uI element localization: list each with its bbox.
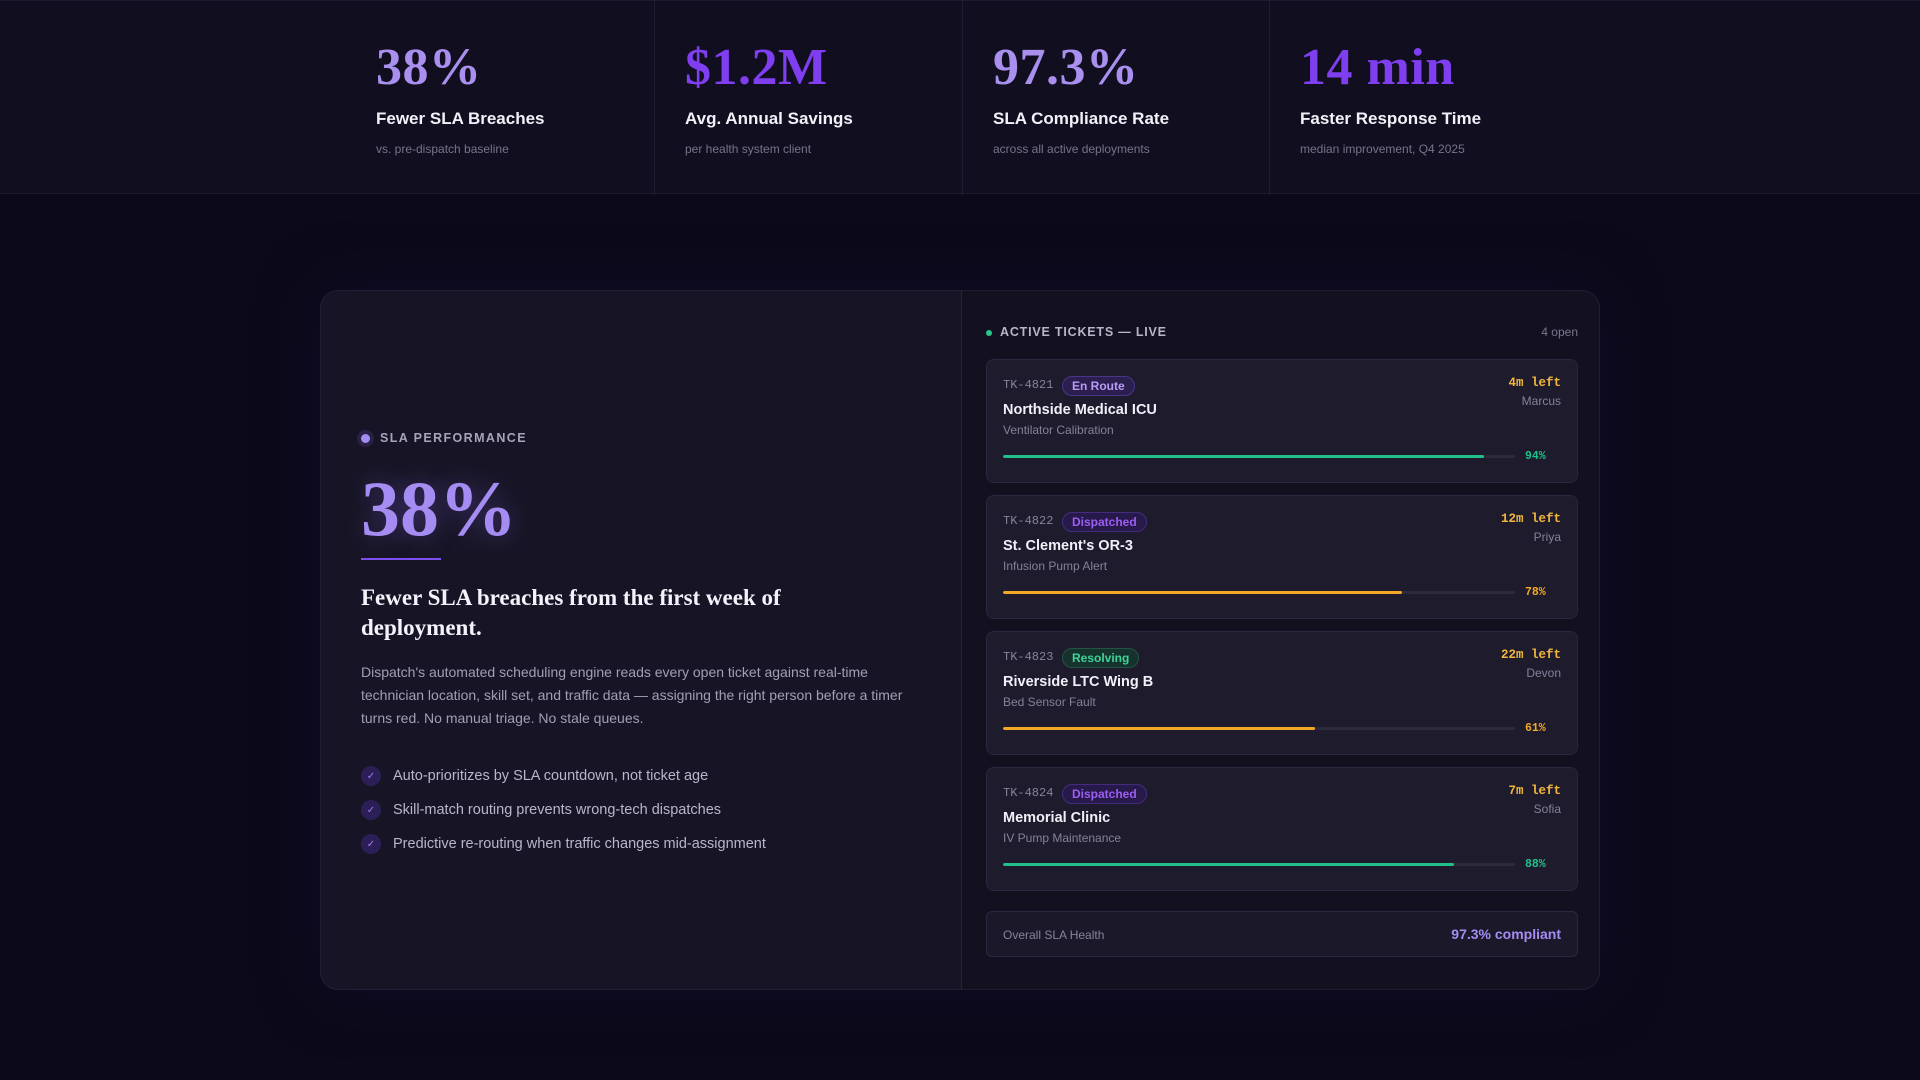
assigned-technician: Priya bbox=[1533, 530, 1561, 544]
eyebrow-text: SLA PERFORMANCE bbox=[380, 431, 527, 445]
progress-percent: 88% bbox=[1525, 858, 1546, 871]
check-icon: ✓ bbox=[361, 800, 381, 820]
ticket-facility: St. Clement's OR-3 bbox=[1003, 538, 1133, 554]
stats-bar: 38% Fewer SLA Breaches vs. pre-dispatch … bbox=[0, 0, 1920, 195]
benefit-list: ✓ Auto-prioritizes by SLA countdown, not… bbox=[361, 759, 766, 861]
check-icon: ✓ bbox=[361, 834, 381, 854]
progress-fill bbox=[1003, 591, 1403, 594]
stat-sub: across all active deployments bbox=[993, 142, 1150, 156]
progress-percent: 94% bbox=[1525, 450, 1546, 463]
check-icon: ✓ bbox=[361, 766, 381, 786]
health-label: Overall SLA Health bbox=[1003, 928, 1105, 942]
ticket-id: TK-4822 bbox=[1003, 514, 1054, 528]
stat-sla-breaches: 38% Fewer SLA Breaches vs. pre-dispatch … bbox=[346, 1, 654, 195]
accent-underline bbox=[361, 558, 441, 560]
stat-value: $1.2M bbox=[685, 39, 828, 96]
ticket-card[interactable]: TK-4824 Dispatched Memorial Clinic IV Pu… bbox=[986, 767, 1578, 891]
stat-sub: median improvement, Q4 2025 bbox=[1300, 142, 1465, 156]
time-remaining: 22m left bbox=[1500, 648, 1561, 662]
ticket-id: TK-4824 bbox=[1003, 786, 1054, 800]
progress-percent: 61% bbox=[1525, 722, 1546, 735]
progress-percent: 78% bbox=[1525, 586, 1546, 599]
stat-label: Faster Response Time bbox=[1300, 109, 1482, 128]
performance-headline: Fewer SLA breaches from the first week o… bbox=[361, 585, 781, 640]
progress-fill bbox=[1003, 727, 1316, 730]
sla-performance-panel: SLA PERFORMANCE 38% Fewer SLA breaches f… bbox=[320, 290, 1600, 990]
ticket-issue: Ventilator Calibration bbox=[1003, 423, 1114, 437]
performance-big-value: 38% bbox=[361, 465, 517, 552]
progress-fill bbox=[1003, 863, 1454, 866]
active-tickets-panel: ACTIVE TICKETS — LIVE 4 open TK-4821 En … bbox=[961, 291, 1599, 989]
benefit-text: Auto-prioritizes by SLA countdown, not t… bbox=[393, 768, 709, 784]
stat-label: Avg. Annual Savings bbox=[685, 109, 853, 128]
ticket-card[interactable]: TK-4821 En Route Northside Medical ICU V… bbox=[986, 359, 1578, 483]
status-badge: En Route bbox=[1062, 376, 1135, 396]
benefit-text: Skill-match routing prevents wrong-tech … bbox=[393, 802, 722, 818]
ticket-facility: Riverside LTC Wing B bbox=[1003, 674, 1154, 690]
stat-value: 14 min bbox=[1300, 39, 1455, 96]
status-badge: Dispatched bbox=[1062, 784, 1147, 804]
performance-description: Dispatch's automated scheduling engine r… bbox=[361, 664, 903, 726]
stat-value: 38% bbox=[376, 39, 482, 96]
ticket-card[interactable]: TK-4822 Dispatched St. Clement's OR-3 In… bbox=[986, 495, 1578, 619]
stat-response-time: 14 min Faster Response Time median impro… bbox=[1269, 1, 1589, 195]
progress-bar bbox=[1003, 591, 1515, 594]
time-remaining: 7m left bbox=[1508, 784, 1561, 798]
progress-bar bbox=[1003, 727, 1515, 730]
time-remaining: 4m left bbox=[1508, 376, 1561, 390]
live-indicator-icon bbox=[986, 330, 992, 336]
ticket-issue: Bed Sensor Fault bbox=[1003, 695, 1096, 709]
ticket-issue: Infusion Pump Alert bbox=[1003, 559, 1108, 573]
health-value: 97.3% compliant bbox=[1451, 926, 1561, 942]
dot-icon bbox=[361, 433, 370, 443]
time-remaining: 12m left bbox=[1500, 512, 1561, 526]
ticket-id: TK-4821 bbox=[1003, 378, 1054, 392]
progress-bar bbox=[1003, 455, 1515, 458]
stat-sub: vs. pre-dispatch baseline bbox=[376, 142, 509, 156]
stat-value: 97.3% bbox=[993, 39, 1139, 96]
ticket-card[interactable]: TK-4823 Resolving Riverside LTC Wing B B… bbox=[986, 631, 1578, 755]
section-eyebrow: SLA PERFORMANCE bbox=[361, 431, 527, 445]
assigned-technician: Devon bbox=[1526, 666, 1561, 680]
stat-label: SLA Compliance Rate bbox=[993, 109, 1170, 128]
progress-bar bbox=[1003, 863, 1515, 866]
ticket-facility: Memorial Clinic bbox=[1003, 810, 1111, 826]
ticket-facility: Northside Medical ICU bbox=[1003, 402, 1157, 418]
status-badge: Dispatched bbox=[1062, 512, 1147, 532]
benefit-text: Predictive re-routing when traffic chang… bbox=[393, 836, 766, 852]
tickets-header: ACTIVE TICKETS — LIVE 4 open bbox=[986, 324, 1578, 342]
benefit-item: ✓ Predictive re-routing when traffic cha… bbox=[361, 827, 766, 861]
stat-compliance-rate: 97.3% SLA Compliance Rate across all act… bbox=[962, 1, 1269, 195]
tickets-count: 4 open bbox=[1541, 325, 1578, 339]
assigned-technician: Marcus bbox=[1521, 394, 1561, 408]
ticket-id: TK-4823 bbox=[1003, 650, 1054, 664]
assigned-technician: Sofia bbox=[1533, 802, 1561, 816]
stat-label: Fewer SLA Breaches bbox=[376, 109, 545, 128]
tickets-title: ACTIVE TICKETS — LIVE bbox=[1000, 325, 1167, 339]
stat-annual-savings: $1.2M Avg. Annual Savings per health sys… bbox=[654, 1, 962, 195]
stat-sub: per health system client bbox=[685, 142, 812, 156]
benefit-item: ✓ Skill-match routing prevents wrong-tec… bbox=[361, 793, 766, 827]
performance-summary: SLA PERFORMANCE 38% Fewer SLA breaches f… bbox=[321, 291, 961, 989]
ticket-issue: IV Pump Maintenance bbox=[1003, 831, 1122, 845]
benefit-item: ✓ Auto-prioritizes by SLA countdown, not… bbox=[361, 759, 766, 793]
status-badge: Resolving bbox=[1062, 648, 1140, 668]
progress-fill bbox=[1003, 455, 1485, 458]
overall-sla-health: Overall SLA Health 97.3% compliant bbox=[986, 911, 1578, 957]
